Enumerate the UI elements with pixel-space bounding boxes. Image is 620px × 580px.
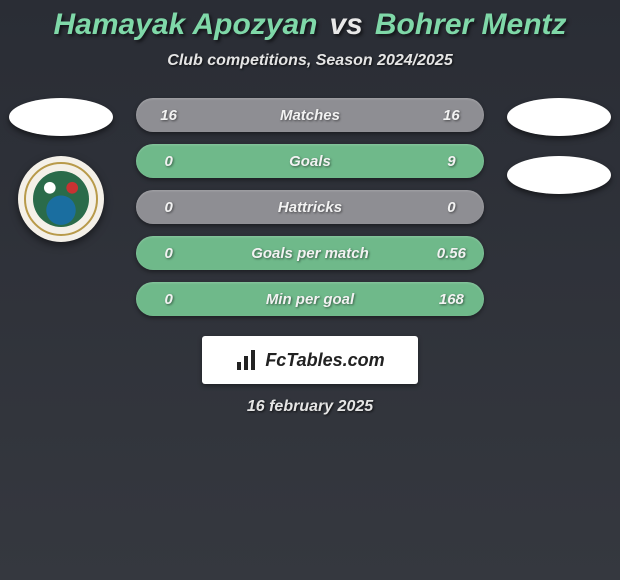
stat-label: Goals per match [136,245,485,262]
player2-name: Bohrer Mentz [375,8,567,42]
footer: FcTables.com 16 february 2025 [0,336,620,416]
stat-label: Goals [136,153,485,170]
stat-value-p2: 16 [434,107,468,124]
right-side [504,98,614,194]
title-row: Hamayak Apozyan vs Bohrer Mentz [0,8,620,42]
left-side [6,98,116,242]
stat-value-p2: 9 [434,153,468,170]
crest-graphic [33,171,89,227]
stat-value-p2: 168 [434,291,468,308]
vs-text: vs [329,8,362,42]
player2-flag-2 [507,156,611,194]
stat-value-p1: 16 [152,107,186,124]
stat-value-p1: 0 [152,245,186,262]
player1-crest [18,156,104,242]
stat-value-p1: 0 [152,199,186,216]
stat-row: 0Goals9 [136,144,485,178]
stat-row: 0Goals per match0.56 [136,236,485,270]
date-text: 16 february 2025 [247,398,373,416]
stat-value-p1: 0 [152,153,186,170]
stat-label: Min per goal [136,291,485,308]
stat-label: Hattricks [136,199,485,216]
player2-flag [507,98,611,136]
player1-name: Hamayak Apozyan [53,8,317,42]
stat-label: Matches [136,107,485,124]
stat-value-p2: 0.56 [434,245,468,262]
stat-value-p2: 0 [434,199,468,216]
brand-box[interactable]: FcTables.com [202,336,418,384]
bars-icon [235,348,259,372]
brand-text: FcTables.com [265,350,384,371]
player1-flag [9,98,113,136]
stat-row: 0Hattricks0 [136,190,485,224]
stat-row: 0Min per goal168 [136,282,485,316]
stat-value-p1: 0 [152,291,186,308]
stats-list: 16Matches160Goals90Hattricks00Goals per … [136,98,485,316]
stat-row: 16Matches16 [136,98,485,132]
card-root: Hamayak Apozyan vs Bohrer Mentz Club com… [0,0,620,416]
subtitle: Club competitions, Season 2024/2025 [0,52,620,70]
comparison-area: 16Matches160Goals90Hattricks00Goals per … [0,98,620,316]
